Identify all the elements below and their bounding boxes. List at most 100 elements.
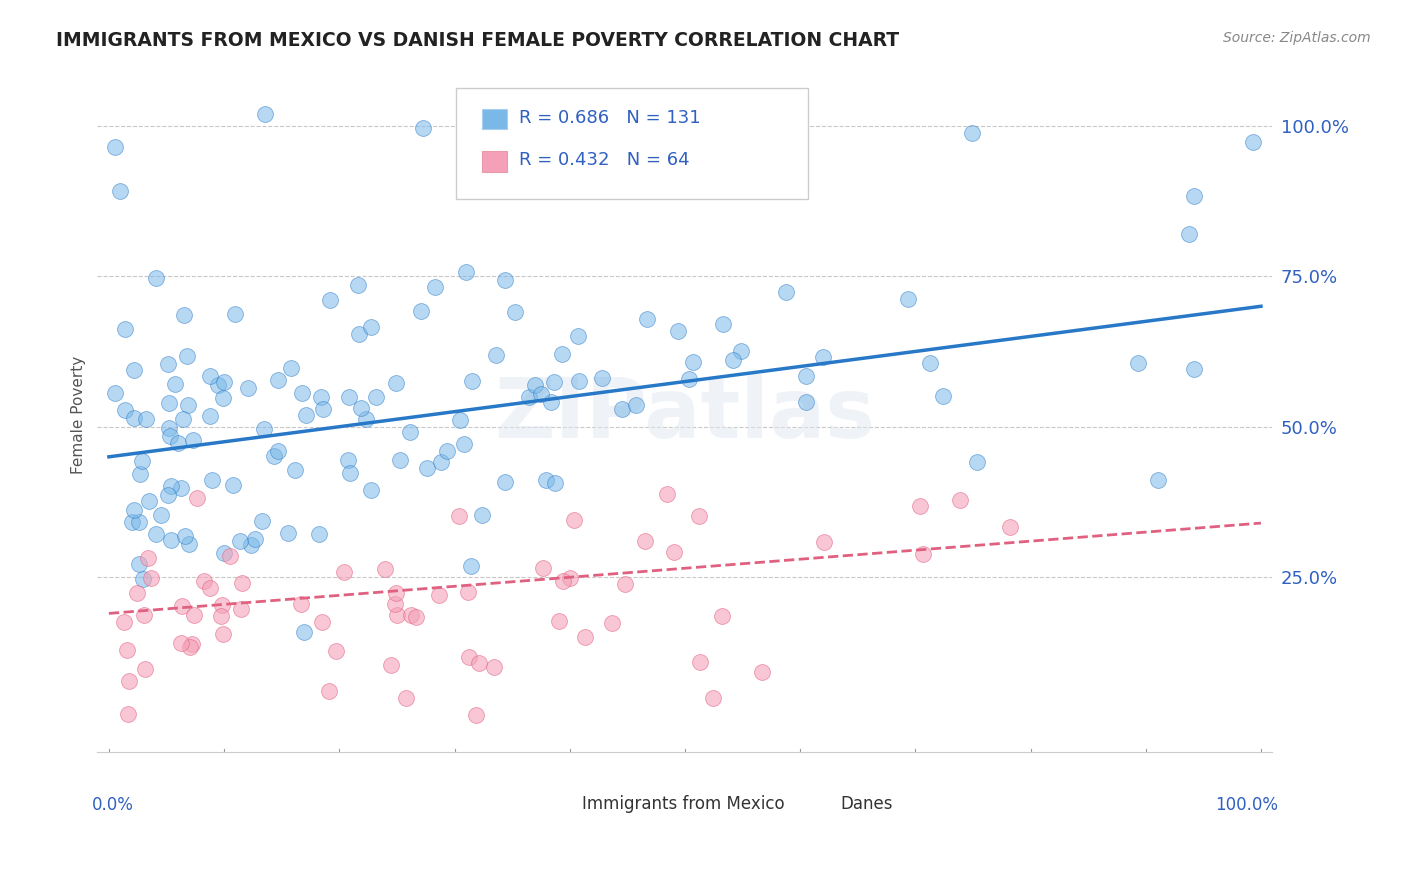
Point bbox=[567, 329, 589, 343]
Point bbox=[311, 615, 333, 629]
Point bbox=[932, 389, 955, 403]
Point bbox=[453, 437, 475, 451]
Point bbox=[229, 534, 252, 549]
Point bbox=[711, 609, 734, 624]
Point bbox=[775, 285, 797, 300]
Point bbox=[564, 513, 586, 527]
Point bbox=[360, 483, 382, 497]
Point bbox=[458, 649, 481, 664]
Point bbox=[243, 533, 266, 547]
Point bbox=[280, 361, 302, 376]
Point bbox=[157, 396, 180, 410]
Point bbox=[207, 378, 229, 392]
Point bbox=[172, 412, 194, 426]
Point bbox=[117, 707, 139, 722]
Point bbox=[543, 375, 565, 389]
Point bbox=[159, 429, 181, 443]
Point bbox=[551, 574, 574, 588]
Point bbox=[374, 562, 396, 576]
Text: Immigrants from Mexico: Immigrants from Mexico bbox=[582, 796, 785, 814]
Point bbox=[136, 551, 159, 566]
Point bbox=[291, 385, 314, 400]
Point bbox=[811, 350, 834, 364]
Point bbox=[494, 273, 516, 287]
Text: Danes: Danes bbox=[839, 796, 893, 814]
Point bbox=[688, 508, 710, 523]
Point bbox=[157, 420, 180, 434]
Text: 0.0%: 0.0% bbox=[91, 796, 134, 814]
Point bbox=[145, 527, 167, 541]
Point bbox=[134, 662, 156, 676]
Point bbox=[730, 344, 752, 359]
Point bbox=[115, 642, 138, 657]
Point bbox=[385, 376, 408, 390]
Point bbox=[678, 372, 700, 386]
Point bbox=[366, 390, 388, 404]
Point bbox=[1178, 227, 1201, 241]
Point bbox=[485, 348, 508, 362]
Point bbox=[960, 126, 983, 140]
Point bbox=[145, 271, 167, 285]
Point bbox=[183, 608, 205, 623]
Point bbox=[181, 433, 204, 447]
Point bbox=[544, 476, 567, 491]
Point bbox=[156, 488, 179, 502]
Point bbox=[682, 355, 704, 369]
Point bbox=[346, 278, 368, 293]
Point bbox=[229, 601, 252, 615]
Point bbox=[534, 473, 557, 487]
Point bbox=[135, 412, 157, 426]
Text: 100.0%: 100.0% bbox=[1215, 796, 1278, 814]
Point bbox=[336, 452, 359, 467]
Point bbox=[350, 401, 373, 416]
Point bbox=[711, 317, 734, 331]
Point bbox=[949, 493, 972, 508]
Point bbox=[412, 121, 434, 136]
Point bbox=[460, 558, 482, 573]
Point bbox=[600, 616, 623, 631]
Point bbox=[122, 362, 145, 376]
Point bbox=[308, 526, 330, 541]
Point bbox=[689, 655, 711, 669]
Point bbox=[591, 371, 613, 385]
Point bbox=[468, 656, 491, 670]
Point bbox=[721, 353, 744, 368]
Point bbox=[461, 374, 484, 388]
Point bbox=[530, 387, 553, 401]
Point bbox=[167, 436, 190, 450]
Text: R = 0.686   N = 131: R = 0.686 N = 131 bbox=[519, 109, 700, 127]
Point bbox=[405, 610, 427, 624]
FancyBboxPatch shape bbox=[482, 151, 508, 172]
Point bbox=[908, 499, 931, 513]
Point bbox=[380, 657, 402, 672]
Point bbox=[457, 585, 479, 599]
Point bbox=[702, 691, 724, 706]
Point bbox=[399, 608, 422, 623]
Point bbox=[176, 349, 198, 363]
Point bbox=[209, 609, 232, 624]
Point bbox=[395, 690, 418, 705]
Point bbox=[239, 538, 262, 552]
Point bbox=[471, 508, 494, 522]
Point bbox=[568, 374, 591, 388]
Point bbox=[385, 607, 408, 622]
Point bbox=[231, 575, 253, 590]
Point bbox=[503, 305, 526, 319]
Text: R = 0.432   N = 64: R = 0.432 N = 64 bbox=[519, 152, 690, 169]
Point bbox=[813, 534, 835, 549]
Point bbox=[624, 398, 647, 412]
Point bbox=[277, 526, 299, 541]
Point bbox=[1182, 189, 1205, 203]
Point bbox=[354, 412, 377, 426]
Point bbox=[211, 598, 233, 612]
Point bbox=[122, 503, 145, 517]
Point bbox=[129, 467, 152, 482]
Point bbox=[360, 320, 382, 334]
Point bbox=[236, 381, 259, 395]
Point bbox=[339, 466, 361, 480]
Point bbox=[253, 107, 276, 121]
Point bbox=[494, 475, 516, 489]
Point bbox=[427, 588, 450, 602]
Point bbox=[118, 673, 141, 688]
Point bbox=[121, 515, 143, 529]
